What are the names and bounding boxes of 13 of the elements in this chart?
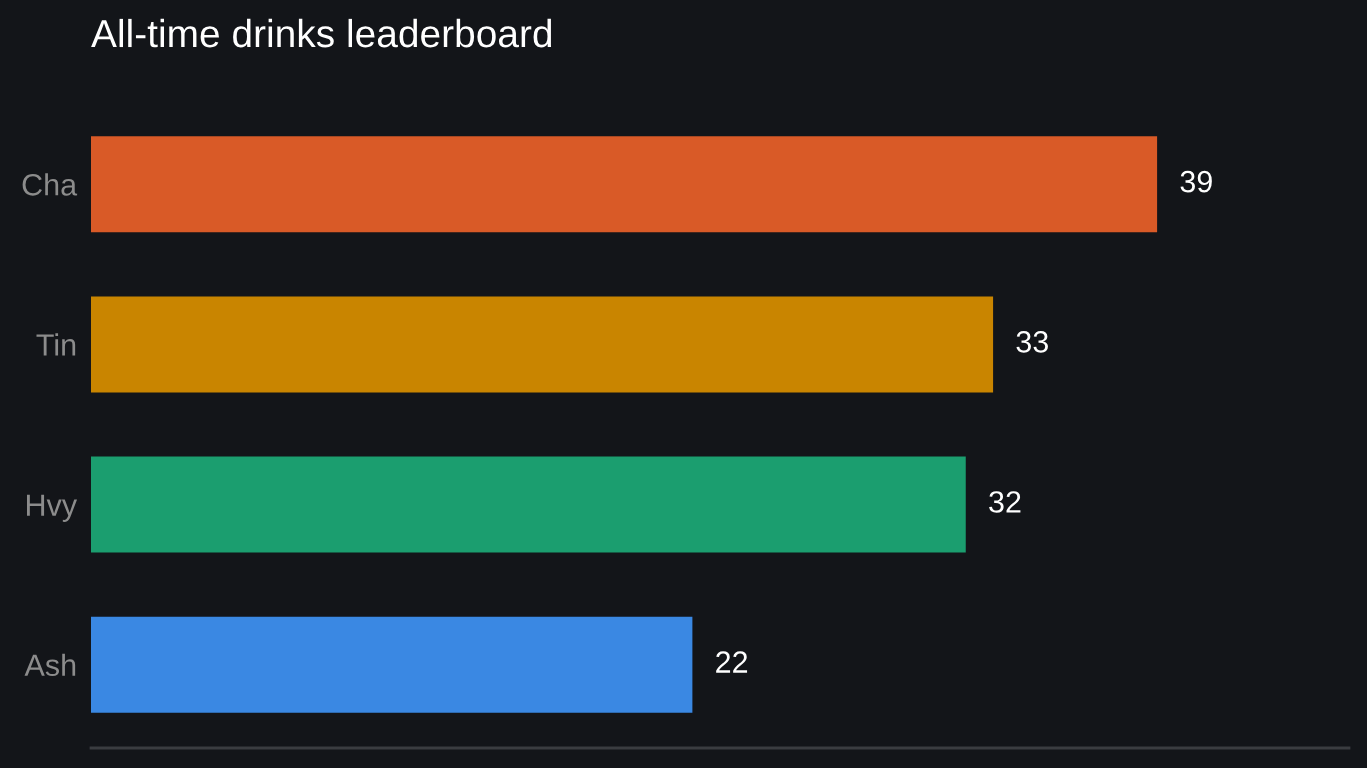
- bar: [91, 616, 693, 713]
- data-label: 32: [989, 491, 1021, 513]
- data-label: 39: [1180, 170, 1212, 193]
- bar: [91, 136, 1158, 233]
- y-tick-label: Tin: [36, 333, 76, 356]
- bar: [91, 296, 994, 393]
- y-tick-label: Ash: [24, 653, 76, 677]
- chart-title: All-time drinks leaderboard: [91, 18, 552, 48]
- y-tick-label: Cha: [22, 173, 78, 196]
- y-tick-label: Hvy: [27, 494, 78, 522]
- data-label: 33: [1016, 331, 1048, 353]
- bar: [91, 456, 966, 553]
- data-label: 22: [716, 651, 748, 673]
